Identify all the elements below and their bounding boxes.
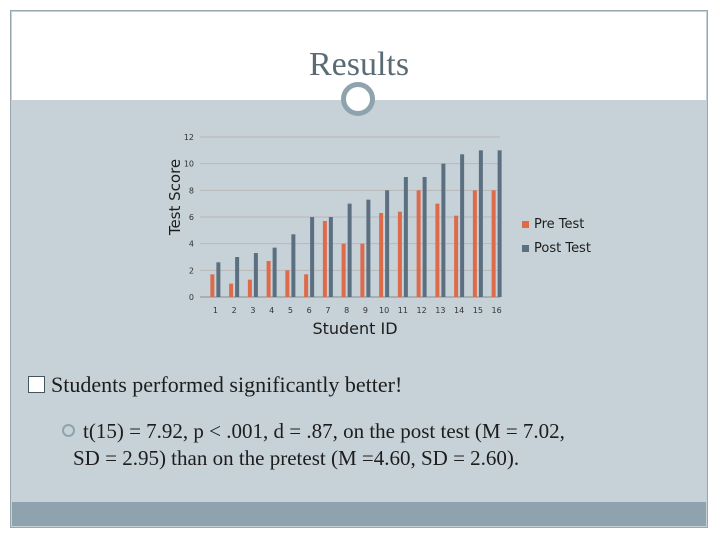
- footer-bar: [12, 502, 706, 526]
- square-bullet-icon: [28, 376, 45, 393]
- sub-bullet-line1: t(15) = 7.92, p < .001, d = .87, on the …: [83, 419, 565, 443]
- x-tick-label: 4: [269, 306, 274, 315]
- x-tick-label: 9: [363, 306, 368, 315]
- legend-label: Pre Test: [534, 217, 584, 232]
- y-tick-label: 0: [189, 293, 194, 302]
- main-bullet: Students performed significantly better!: [28, 372, 402, 398]
- bar-pre-test: [341, 243, 346, 297]
- y-axis-label: Test Score: [166, 159, 184, 236]
- bar-pre-test: [266, 261, 271, 297]
- bar-post-test: [478, 150, 483, 297]
- bar-pre-test: [247, 279, 252, 297]
- x-tick-label: 5: [288, 306, 293, 315]
- bar-post-test: [328, 217, 333, 297]
- x-tick-label: 1: [213, 306, 218, 315]
- bar-post-test: [403, 177, 408, 297]
- bar-pre-test: [210, 274, 215, 297]
- bar-pre-test: [454, 215, 459, 297]
- bar-pre-test: [435, 203, 440, 297]
- x-tick-label: 13: [435, 306, 445, 315]
- y-tick-label: 8: [189, 186, 194, 195]
- bar-pre-test: [416, 190, 421, 297]
- legend-swatch: [522, 221, 529, 228]
- y-tick-label: 12: [184, 133, 194, 142]
- x-tick-label: 10: [379, 306, 389, 315]
- x-tick-label: 16: [492, 306, 502, 315]
- y-tick-label: 10: [184, 160, 194, 169]
- legend-swatch: [522, 245, 529, 252]
- bar-pre-test: [322, 221, 327, 297]
- ring-bullet-icon: [62, 424, 75, 437]
- y-tick-labels: 0 2 4 6 8 10 12: [184, 133, 194, 302]
- bar-post-test: [347, 203, 352, 297]
- x-tick-label: 6: [307, 306, 312, 315]
- bar-pre-test: [491, 190, 496, 297]
- bar-pre-test: [379, 213, 384, 297]
- bar-pre-test: [229, 283, 234, 297]
- x-tick-label: 2: [232, 306, 237, 315]
- bar-post-test: [272, 247, 277, 297]
- y-tick-label: 2: [189, 266, 194, 275]
- x-tick-label: 12: [417, 306, 427, 315]
- x-tick-label: 8: [344, 306, 349, 315]
- sub-bullet: t(15) = 7.92, p < .001, d = .87, on the …: [62, 418, 702, 472]
- bar-post-test: [441, 163, 446, 297]
- x-tick-label: 7: [325, 306, 330, 315]
- bar-post-test: [385, 190, 390, 297]
- slide: Results: [10, 10, 708, 528]
- bar-pre-test: [397, 211, 402, 297]
- x-axis-label: Student ID: [312, 319, 397, 338]
- bar-post-test: [235, 257, 240, 297]
- bar-post-test: [422, 177, 427, 297]
- legend-label: Post Test: [534, 241, 591, 256]
- bar-pre-test: [304, 274, 309, 297]
- bar-post-test: [497, 150, 502, 297]
- bars: [210, 150, 502, 297]
- x-tick-label: 14: [454, 306, 464, 315]
- bar-post-test: [310, 217, 315, 297]
- bar-post-test: [216, 262, 221, 297]
- x-tick-label: 3: [250, 306, 255, 315]
- main-bullet-text: Students performed significantly better!: [51, 372, 403, 397]
- bar-pre-test: [360, 243, 365, 297]
- x-tick-label: 15: [473, 306, 483, 315]
- bar-post-test: [291, 234, 296, 297]
- bar-post-test: [253, 253, 258, 297]
- x-tick-label: 11: [398, 306, 408, 315]
- bar-pre-test: [285, 270, 290, 297]
- slide-title: Results: [308, 46, 410, 83]
- bar-post-test: [460, 154, 465, 297]
- legend: Pre Test Post Test: [522, 217, 591, 256]
- sub-bullet-line2: SD = 2.95) than on the pretest (M =4.60,…: [73, 446, 520, 470]
- y-tick-label: 4: [189, 240, 194, 249]
- ring-decoration-icon: [341, 82, 375, 116]
- x-tick-labels: 1 2 3 4 5 6 7 8 9 10 11 12 13 14 15 16: [213, 306, 502, 315]
- bar-post-test: [366, 199, 371, 297]
- y-tick-label: 6: [189, 213, 194, 222]
- bar-pre-test: [472, 190, 477, 297]
